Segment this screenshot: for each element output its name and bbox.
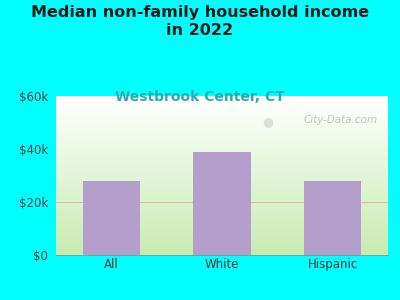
Bar xyxy=(193,152,251,255)
Text: Median non-family household income
in 2022: Median non-family household income in 20… xyxy=(31,4,369,38)
Bar xyxy=(304,181,362,255)
Bar xyxy=(82,181,140,255)
Text: ●: ● xyxy=(262,115,273,128)
Text: Westbrook Center, CT: Westbrook Center, CT xyxy=(115,90,285,104)
Text: City-Data.com: City-Data.com xyxy=(304,115,378,125)
